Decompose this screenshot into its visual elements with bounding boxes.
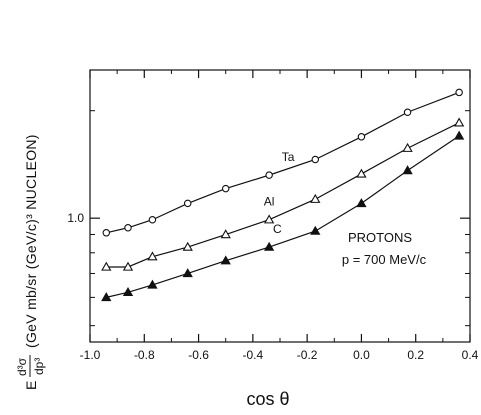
data-point-al <box>263 214 275 224</box>
data-point-al <box>147 251 158 261</box>
series-label-al: Al <box>264 195 275 209</box>
data-point-c <box>263 241 275 251</box>
data-point-c <box>101 292 112 302</box>
x-tick-label: -0.6 <box>188 348 209 362</box>
series-points <box>101 88 465 302</box>
x-tick-label: 0.4 <box>462 348 479 362</box>
data-point-al <box>220 229 231 239</box>
x-axis-label: cos θ <box>246 389 289 409</box>
series-line-c <box>106 135 460 298</box>
data-point-c <box>356 198 367 208</box>
data-point-al <box>310 193 321 203</box>
data-point-al <box>402 142 413 152</box>
data-point-ta <box>148 215 157 224</box>
data-point-c <box>310 225 321 235</box>
y-axis-label-group: E d³σ dp³ (GeV mb/sr (GeV/c)³ NUCLEON) <box>15 134 46 390</box>
x-tick-label: -1.0 <box>80 348 101 362</box>
data-point-ta <box>124 224 132 232</box>
data-point-ta <box>311 155 320 164</box>
data-point-al <box>453 117 465 127</box>
annotation-line-1: PROTONS <box>348 230 412 245</box>
y-axis-label-prefix: E <box>23 380 39 390</box>
x-axis-ticks: -1.0 -0.8 -0.6 -0.4 -0.2 0.0 0.2 0.4 <box>80 70 479 362</box>
series-line-al <box>106 122 460 268</box>
annotation-line-2: p = 700 MeV/c <box>342 252 427 267</box>
data-point-c <box>147 279 158 289</box>
data-point-c <box>182 268 193 278</box>
data-point-ta <box>265 171 273 179</box>
y-axis-label-numerator: d³σ <box>15 357 29 376</box>
data-point-al <box>101 261 112 271</box>
x-tick-label: -0.4 <box>243 348 264 362</box>
y-tick-label: 1.0 <box>67 211 84 225</box>
x-tick-label: 0.2 <box>407 348 424 362</box>
data-point-ta <box>221 184 230 193</box>
y-axis-label-main: (GeV mb/sr (GeV/c)³ NUCLEON) <box>23 134 39 348</box>
data-point-ta <box>102 229 111 237</box>
series-labels: Ta Al C <box>264 150 295 236</box>
x-tick-label: -0.8 <box>134 348 155 362</box>
y-axis-label-denominator: dp³ <box>32 358 46 375</box>
data-point-c <box>453 130 465 140</box>
series-label-c: C <box>273 222 282 236</box>
y-axis-ticks <box>90 110 470 327</box>
series-curves <box>106 91 460 298</box>
data-point-c <box>122 286 134 297</box>
series-line-ta <box>106 91 460 234</box>
data-point-ta <box>455 88 463 97</box>
data-point-al <box>122 261 134 271</box>
series-label-ta: Ta <box>282 150 295 164</box>
data-point-ta <box>403 108 412 116</box>
x-tick-label: -0.2 <box>297 348 318 362</box>
data-point-ta <box>357 133 366 141</box>
data-point-al <box>356 168 367 178</box>
data-point-ta <box>183 199 192 208</box>
x-tick-label: 0.0 <box>353 348 370 362</box>
data-point-al <box>182 241 193 251</box>
data-point-c <box>402 165 413 175</box>
data-point-c <box>220 255 231 265</box>
